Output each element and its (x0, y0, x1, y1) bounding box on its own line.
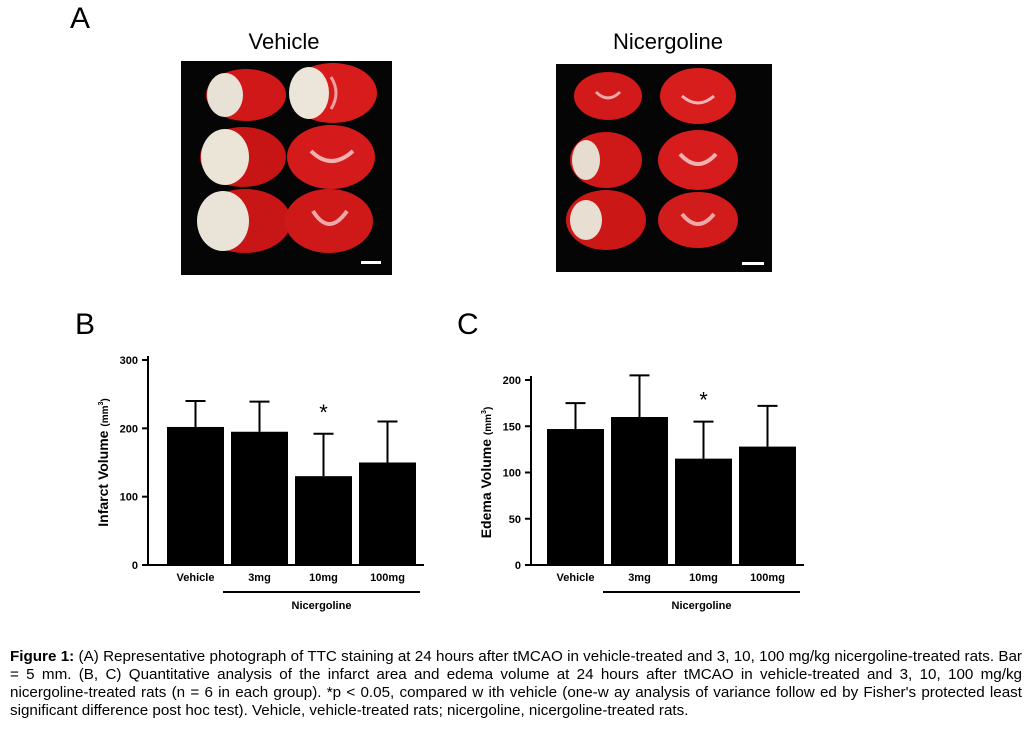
y-tick-label: 300 (120, 355, 138, 367)
y-tick-label: 150 (503, 421, 521, 433)
panel-c-label: C (457, 308, 479, 341)
bar-3mg (231, 431, 288, 565)
y-tick-label: 0 (515, 560, 521, 572)
y-tick-label: 200 (503, 375, 521, 387)
edema-volume-chart: 0 50 100 150 200 Edema Volume (mm3) Vehicle 3mg… (478, 374, 804, 612)
panel-b-label: B (75, 308, 96, 341)
caption-label: Figure 1: (10, 648, 75, 665)
significance-mark: * (699, 388, 708, 413)
bar-100mg (359, 462, 416, 565)
bar-3mg (611, 417, 668, 565)
x-tick-label: 100mg (370, 572, 405, 584)
y-axis-label: Edema Volume (mm3) (478, 407, 494, 539)
x-tick-label: 10mg (309, 572, 338, 584)
x-tick-label: 100mg (750, 572, 785, 584)
y-tick-label: 0 (132, 560, 138, 572)
bar-10mg (675, 458, 732, 565)
x-tick-label: 10mg (689, 572, 718, 584)
y-tick-label: 50 (509, 514, 521, 526)
bar-100mg (739, 446, 796, 565)
group-label: Nicergoline (292, 600, 352, 612)
infarct-volume-chart: 0 100 200 300 Infarct Volume (mm3) Vehicle 3mg… (95, 355, 424, 612)
photo-vehicle-title: Vehicle (248, 29, 320, 54)
x-tick-label: Vehicle (177, 572, 215, 584)
bar-vehicle (167, 426, 224, 565)
caption-text: (A) Representative photograph of TTC sta… (10, 648, 1022, 719)
photo-nicergoline-title: Nicergoline (612, 29, 724, 54)
y-tick-label: 100 (120, 492, 138, 504)
y-tick-label: 100 (503, 468, 521, 480)
bar-10mg (295, 476, 352, 565)
x-tick-label: 3mg (248, 572, 271, 584)
significance-mark: * (319, 400, 328, 425)
bar-vehicle (547, 429, 604, 565)
y-tick-label: 200 (120, 423, 138, 435)
ttc-photo-vehicle (181, 61, 392, 275)
x-tick-label: Vehicle (557, 572, 595, 584)
y-axis-label: Infarct Volume (mm3) (95, 398, 111, 526)
group-label: Nicergoline (672, 600, 732, 612)
ttc-photo-nicergoline (556, 64, 772, 272)
panel-a-label: A (70, 2, 91, 35)
x-tick-label: 3mg (628, 572, 651, 584)
figure-caption: Figure 1: (A) Representative photograph … (10, 648, 1022, 720)
